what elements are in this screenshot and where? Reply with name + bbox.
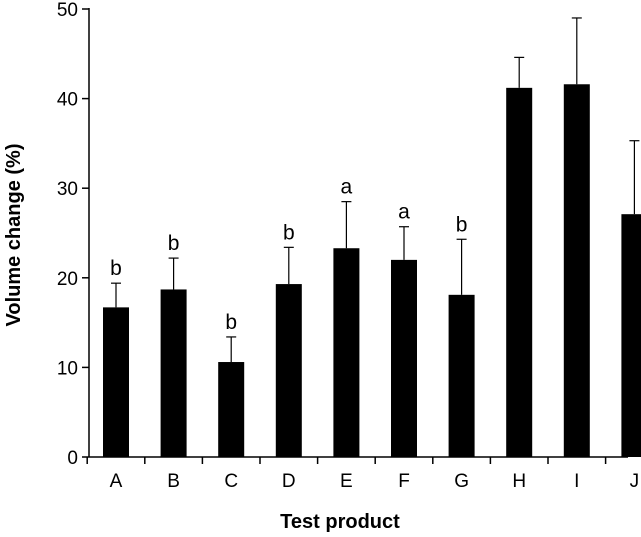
bar-d <box>275 284 302 457</box>
plot-area: 0 10 20 30 40 50 Ab Bb Cb Db Ea Fa Gb H I J <box>57 0 641 492</box>
significance-label: b <box>168 232 180 255</box>
y-tick-label: 40 <box>57 90 78 111</box>
y-tick-label: 20 <box>57 269 78 290</box>
significance-label: b <box>283 221 295 244</box>
significance-label: b <box>225 311 237 334</box>
x-tick-label: I <box>574 471 579 492</box>
significance-label: b <box>110 257 122 280</box>
x-tick-label: B <box>167 471 180 492</box>
bar-h <box>506 87 533 458</box>
bar-i <box>563 84 590 457</box>
x-tick-label: A <box>110 471 123 492</box>
x-tick-label: C <box>224 471 238 492</box>
x-tick-label: D <box>282 471 296 492</box>
x-tick-label: J <box>630 471 640 492</box>
bar-e <box>333 248 360 457</box>
x-tick-label: H <box>512 471 526 492</box>
x-tick-label: F <box>398 471 410 492</box>
y-tick-label: 50 <box>57 0 78 21</box>
significance-label: b <box>456 213 468 236</box>
y-tick-label: 10 <box>57 358 78 379</box>
bar-b <box>160 289 187 457</box>
y-tick-label: 30 <box>57 179 78 200</box>
bar-f <box>391 259 417 457</box>
y-tick-label: 0 <box>67 448 78 469</box>
bar-g <box>448 294 475 457</box>
bar-j <box>621 214 641 457</box>
significance-label: a <box>341 176 353 199</box>
bar-c <box>218 362 245 457</box>
significance-label: a <box>398 201 410 224</box>
y-axis-title: Volume change (%) <box>3 144 25 327</box>
x-tick-label: E <box>340 471 353 492</box>
x-tick-label: G <box>454 471 469 492</box>
bar-a <box>103 307 129 457</box>
x-axis-title: Test product <box>280 511 400 533</box>
